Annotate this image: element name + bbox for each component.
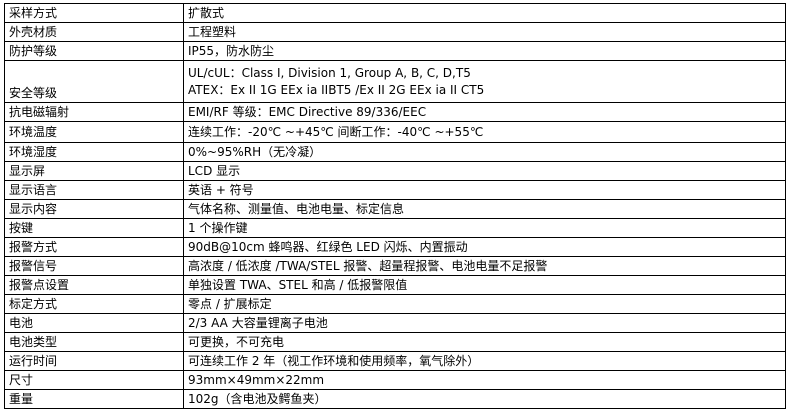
table-row: 报警方式 90dB@10cm 蜂鸣器、红绿色 LED 闪烁、内置振动: [4, 237, 786, 257]
table-row: 按键 1 个操作键: [4, 218, 786, 238]
spec-value: IP55，防水防尘: [183, 41, 786, 61]
spec-value: 90dB@10cm 蜂鸣器、红绿色 LED 闪烁、内置振动: [183, 237, 786, 257]
spec-label: 按键: [4, 218, 184, 238]
spec-value: 气体名称、测量值、电池电量、标定信息: [183, 199, 786, 219]
spec-value: 工程塑料: [183, 22, 786, 42]
spec-value: 可更换，不可充电: [183, 332, 786, 352]
table-row: 抗电磁辐射 EMI/RF 等级：EMC Directive 89/336/EEC: [4, 102, 786, 122]
spec-value-line: ATEX：Ex II 1G EEx ia IIBT5 /Ex II 2G EEx…: [188, 82, 485, 97]
table-row: 外壳材质 工程塑料: [4, 22, 786, 42]
spec-value: 2/3 AA 大容量锂离子电池: [183, 313, 786, 333]
spec-label: 尺寸: [4, 370, 184, 390]
spec-value: 可连续工作 2 年（视工作环境和使用频率，氧气除外）: [183, 351, 786, 371]
spec-label: 环境温度: [4, 121, 184, 143]
spec-label: 电池类型: [4, 332, 184, 352]
spec-label: 抗电磁辐射: [4, 102, 184, 122]
table-row: 显示屏 LCD 显示: [4, 161, 786, 181]
spec-value: 扩散式: [183, 3, 786, 23]
table-row: 报警点设置 单独设置 TWA、STEL 和高 / 低报警限值: [4, 275, 786, 295]
table-row: 安全等级 UL/cUL：Class I, Division 1, Group A,…: [4, 60, 786, 103]
spec-label: 外壳材质: [4, 22, 184, 42]
spec-label: 重量: [4, 389, 184, 409]
table-row: 显示内容 气体名称、测量值、电池电量、标定信息: [4, 199, 786, 219]
spec-label: 显示语言: [4, 180, 184, 200]
spec-label: 采样方式: [4, 3, 184, 23]
table-row: 环境湿度 0%~95%RH（无冷凝）: [4, 142, 786, 162]
spec-value: EMI/RF 等级：EMC Directive 89/336/EEC: [183, 102, 786, 122]
spec-label: 标定方式: [4, 294, 184, 314]
spec-value: 102g（含电池及鳄鱼夹）: [183, 389, 786, 409]
spec-label: 防护等级: [4, 41, 184, 61]
spec-label: 显示内容: [4, 199, 184, 219]
table-row: 显示语言 英语 + 符号: [4, 180, 786, 200]
table-row: 电池 2/3 AA 大容量锂离子电池: [4, 313, 786, 333]
spec-table: 采样方式 扩散式 外壳材质 工程塑料 防护等级 IP55，防水防尘 安全等级 UL/cUL：C…: [4, 3, 786, 409]
spec-value: 英语 + 符号: [183, 180, 786, 200]
spec-value: 连续工作：-20℃ ~+45℃ 间断工作：-40℃ ~+55℃: [183, 121, 786, 143]
spec-label: 安全等级: [4, 60, 184, 103]
spec-label: 环境湿度: [4, 142, 184, 162]
spec-value: 单独设置 TWA、STEL 和高 / 低报警限值: [183, 275, 786, 295]
spec-value: 0%~95%RH（无冷凝）: [183, 142, 786, 162]
spec-label: 报警点设置: [4, 275, 184, 295]
table-row: 环境温度 连续工作：-20℃ ~+45℃ 间断工作：-40℃ ~+55℃: [4, 121, 786, 143]
spec-value: UL/cUL：Class I, Division 1, Group A, B, …: [183, 60, 786, 103]
spec-label: 电池: [4, 313, 184, 333]
table-row: 运行时间 可连续工作 2 年（视工作环境和使用频率，氧气除外）: [4, 351, 786, 371]
table-row: 重量 102g（含电池及鳄鱼夹）: [4, 389, 786, 409]
table-row: 报警信号 高浓度 / 低浓度 /TWA/STEL 报警、超量程报警、电池电量不足报…: [4, 256, 786, 276]
spec-value: 零点 / 扩展标定: [183, 294, 786, 314]
spec-label: 显示屏: [4, 161, 184, 181]
spec-value: 高浓度 / 低浓度 /TWA/STEL 报警、超量程报警、电池电量不足报警: [183, 256, 786, 276]
spec-label: 报警信号: [4, 256, 184, 276]
spec-value: LCD 显示: [183, 161, 786, 181]
table-row: 电池类型 可更换，不可充电: [4, 332, 786, 352]
spec-label: 报警方式: [4, 237, 184, 257]
spec-value-line: UL/cUL：Class I, Division 1, Group A, B, …: [188, 65, 471, 80]
spec-value: 1 个操作键: [183, 218, 786, 238]
table-row: 尺寸 93mm×49mm×22mm: [4, 370, 786, 390]
table-row: 防护等级 IP55，防水防尘: [4, 41, 786, 61]
table-row: 采样方式 扩散式: [4, 3, 786, 23]
table-row: 标定方式 零点 / 扩展标定: [4, 294, 786, 314]
spec-value: 93mm×49mm×22mm: [183, 370, 786, 390]
spec-label: 运行时间: [4, 351, 184, 371]
